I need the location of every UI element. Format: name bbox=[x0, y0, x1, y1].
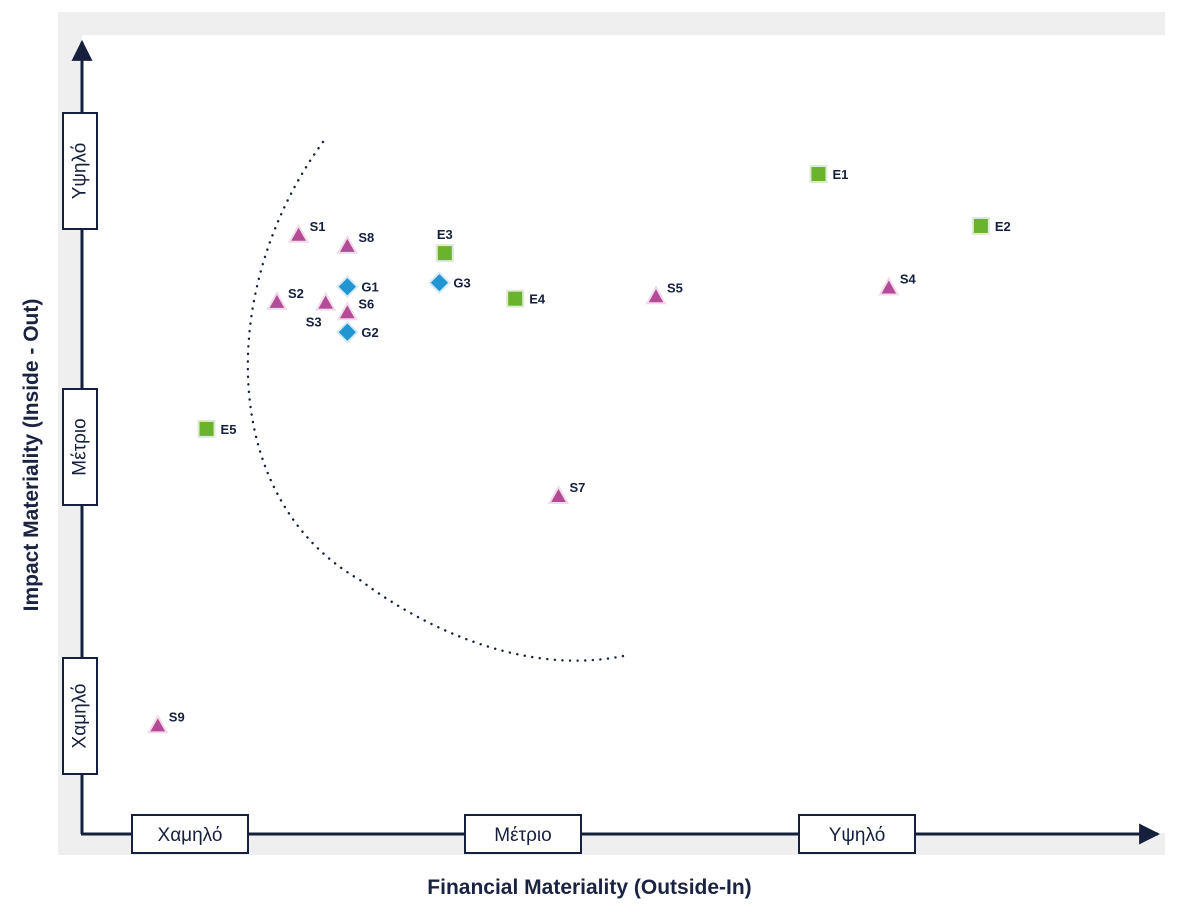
x-tick-label: Μέτριο bbox=[494, 825, 551, 846]
x-tick-0: Χαμηλό bbox=[131, 814, 249, 854]
point-label: E4 bbox=[529, 292, 546, 307]
y-tick-label: Χαμηλό bbox=[70, 684, 91, 749]
point-marker bbox=[809, 165, 828, 184]
point-label: E1 bbox=[832, 167, 848, 182]
point-marker bbox=[506, 289, 525, 308]
x-tick-2: Υψηλό bbox=[798, 814, 916, 854]
point-s4: S4 bbox=[878, 271, 917, 296]
point-label: G1 bbox=[361, 280, 378, 295]
point-marker bbox=[547, 484, 570, 505]
y-axis-title: Impact Materiality (Inside - Out) bbox=[20, 298, 43, 612]
x-tick-label: Υψηλό bbox=[829, 825, 886, 846]
point-marker bbox=[435, 244, 454, 263]
point-label: S8 bbox=[358, 230, 374, 245]
point-label: G3 bbox=[453, 276, 470, 291]
point-marker bbox=[336, 234, 359, 254]
point-label: E5 bbox=[221, 422, 237, 437]
point-marker bbox=[287, 223, 310, 243]
point-label: S7 bbox=[570, 480, 586, 495]
point-s6: S6 bbox=[336, 296, 374, 321]
x-axis-title: Financial Materiality (Outside-In) bbox=[427, 876, 752, 899]
point-e1: E1 bbox=[809, 165, 848, 184]
y-tick-box bbox=[62, 112, 98, 230]
y-tick-2: Υψηλό bbox=[62, 112, 98, 230]
x-tick-box bbox=[798, 814, 916, 854]
point-marker bbox=[197, 419, 216, 438]
point-s9: S9 bbox=[147, 709, 185, 734]
y-tick-label: Υψηλό bbox=[70, 143, 91, 200]
point-s1: S1 bbox=[287, 219, 326, 243]
point-label: S6 bbox=[358, 296, 374, 311]
x-tick-1: Μέτριο bbox=[464, 814, 582, 854]
point-label: E2 bbox=[995, 219, 1011, 234]
point-g1: G1 bbox=[335, 275, 379, 299]
point-e5: E5 bbox=[197, 419, 237, 438]
y-tick-box bbox=[62, 388, 98, 506]
point-marker bbox=[971, 216, 990, 235]
point-s2: S2 bbox=[266, 286, 304, 310]
point-e4: E4 bbox=[506, 289, 546, 308]
point-label: S1 bbox=[310, 219, 326, 234]
point-g3: G3 bbox=[427, 271, 471, 295]
point-marker bbox=[878, 276, 900, 296]
point-label: E3 bbox=[437, 227, 453, 242]
y-tick-0: Χαμηλό bbox=[62, 657, 98, 775]
point-marker bbox=[336, 301, 359, 321]
point-marker bbox=[427, 271, 451, 295]
point-marker bbox=[266, 290, 288, 310]
point-label: S5 bbox=[667, 280, 683, 295]
point-s3: S3 bbox=[306, 291, 337, 330]
point-label: S4 bbox=[900, 271, 917, 286]
point-marker bbox=[335, 320, 359, 344]
y-tick-label: Μέτριο bbox=[70, 418, 91, 475]
point-marker bbox=[147, 714, 169, 734]
x-tick-box bbox=[464, 814, 582, 854]
point-e2: E2 bbox=[971, 216, 1011, 235]
point-e3: E3 bbox=[435, 227, 454, 263]
point-label: S9 bbox=[169, 709, 185, 724]
point-marker bbox=[645, 285, 667, 305]
point-marker bbox=[335, 275, 359, 299]
point-s8: S8 bbox=[336, 230, 374, 254]
y-tick-1: Μέτριο bbox=[62, 388, 98, 506]
point-s7: S7 bbox=[547, 480, 586, 505]
point-label: G2 bbox=[361, 325, 378, 340]
point-label: S3 bbox=[306, 315, 322, 330]
x-tick-box bbox=[131, 814, 249, 854]
point-label: S2 bbox=[288, 286, 304, 301]
point-marker bbox=[314, 291, 337, 311]
y-tick-box bbox=[62, 657, 98, 775]
point-s5: S5 bbox=[645, 280, 683, 305]
x-tick-label: Χαμηλό bbox=[158, 825, 223, 846]
point-g2: G2 bbox=[335, 320, 379, 344]
plot-area bbox=[82, 35, 1165, 833]
